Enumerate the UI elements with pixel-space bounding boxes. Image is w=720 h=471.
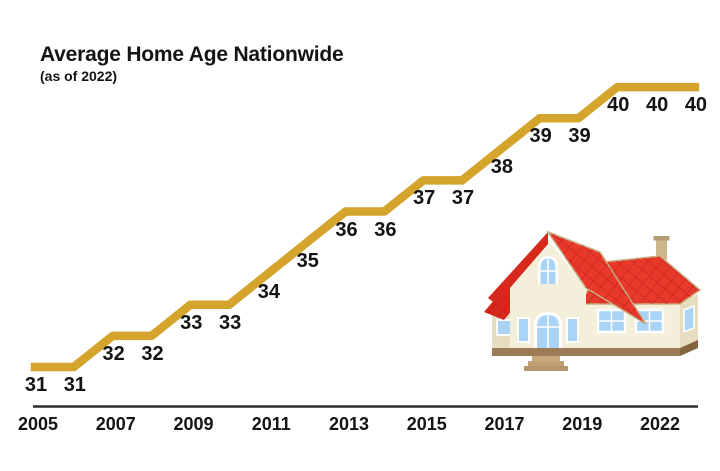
year-tick-label: 2013 — [328, 414, 370, 434]
chart-subtitle: (as of 2022) — [40, 68, 118, 84]
year-tick-label: 2022 — [639, 414, 681, 434]
year-tick-label: 2019 — [562, 414, 603, 434]
value-label: 40 — [607, 94, 630, 117]
value-label: 39 — [568, 125, 591, 148]
value-label: 37 — [451, 187, 475, 210]
value-label: 40 — [645, 94, 669, 117]
age-line — [30, 82, 700, 372]
value-label: 31 — [63, 374, 86, 396]
value-label: 31 — [24, 374, 48, 396]
value-label: 34 — [257, 280, 281, 303]
year-tick-label: 2015 — [406, 414, 447, 434]
value-label: 33 — [180, 311, 203, 334]
value-label: 40 — [684, 94, 708, 117]
year-tick-label: 2005 — [17, 414, 59, 434]
value-label: 35 — [296, 249, 319, 272]
value-label: 38 — [490, 156, 513, 179]
year-tick-label: 2007 — [95, 414, 136, 434]
value-label: 32 — [141, 342, 164, 365]
chart-title: Average Home Age Nationwide — [40, 43, 344, 66]
value-label: 36 — [335, 218, 358, 241]
house-illustration — [484, 230, 702, 371]
value-label: 37 — [413, 187, 436, 210]
value-label: 33 — [218, 311, 242, 334]
year-tick-label: 2011 — [251, 414, 291, 434]
value-label: 36 — [374, 218, 397, 241]
house-main-gable — [488, 230, 647, 371]
year-tick-label: 2017 — [484, 414, 525, 434]
year-tick-label: 2009 — [173, 414, 214, 434]
value-label: 32 — [102, 342, 125, 365]
value-label: 39 — [529, 125, 552, 148]
